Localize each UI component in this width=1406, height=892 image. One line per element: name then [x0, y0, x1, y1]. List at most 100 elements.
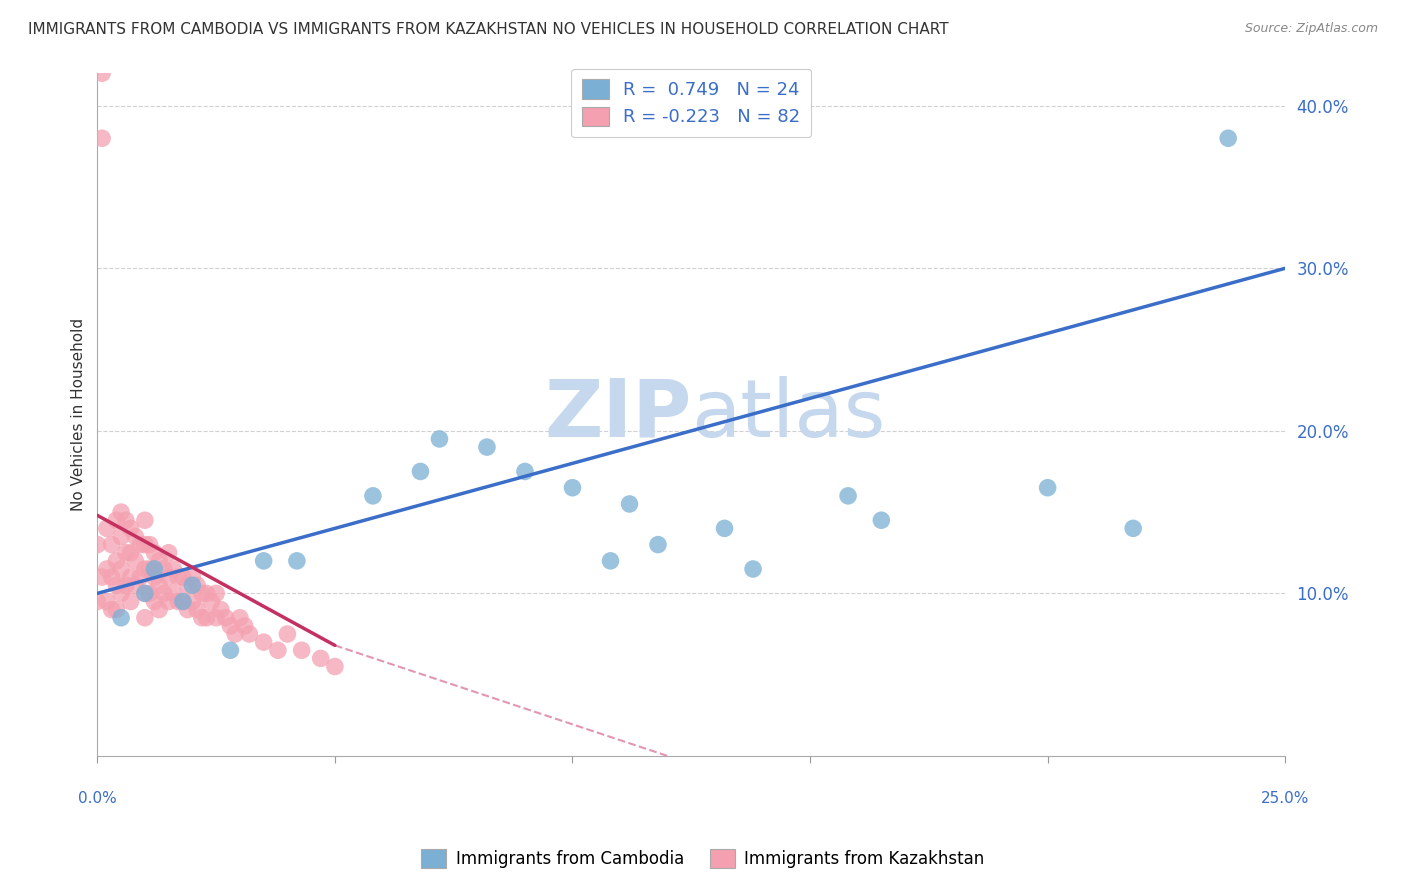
Point — [162, 562, 184, 576]
Point — [110, 505, 132, 519]
Legend: Immigrants from Cambodia, Immigrants from Kazakhstan: Immigrants from Cambodia, Immigrants fro… — [415, 843, 991, 875]
Point — [1036, 481, 1059, 495]
Point — [115, 578, 138, 592]
Point — [219, 643, 242, 657]
Point — [561, 481, 583, 495]
Point — [120, 546, 142, 560]
Point — [209, 602, 232, 616]
Text: Source: ZipAtlas.com: Source: ZipAtlas.com — [1244, 22, 1378, 36]
Point — [172, 594, 194, 608]
Point — [181, 578, 204, 592]
Y-axis label: No Vehicles in Household: No Vehicles in Household — [72, 318, 86, 511]
Point — [100, 570, 122, 584]
Point — [138, 538, 160, 552]
Point — [105, 602, 128, 616]
Point — [86, 594, 108, 608]
Point — [120, 594, 142, 608]
Point — [134, 513, 156, 527]
Point — [186, 602, 208, 616]
Text: 25.0%: 25.0% — [1261, 790, 1309, 805]
Point — [143, 570, 166, 584]
Point — [153, 562, 176, 576]
Point — [124, 554, 146, 568]
Point — [309, 651, 332, 665]
Point — [86, 538, 108, 552]
Point — [120, 521, 142, 535]
Point — [253, 635, 276, 649]
Point — [148, 554, 170, 568]
Point — [276, 627, 298, 641]
Point — [291, 643, 314, 657]
Point — [115, 513, 138, 527]
Point — [186, 578, 208, 592]
Point — [138, 586, 160, 600]
Point — [323, 659, 346, 673]
Point — [96, 521, 118, 535]
Point — [1122, 521, 1144, 535]
Point — [100, 602, 122, 616]
Point — [120, 570, 142, 584]
Point — [138, 562, 160, 576]
Point — [153, 586, 176, 600]
Point — [409, 465, 432, 479]
Point — [181, 570, 204, 584]
Point — [167, 570, 190, 584]
Text: 0.0%: 0.0% — [77, 790, 117, 805]
Point — [475, 440, 498, 454]
Point — [105, 554, 128, 568]
Point — [157, 594, 180, 608]
Point — [285, 554, 308, 568]
Point — [713, 521, 735, 535]
Point — [870, 513, 893, 527]
Point — [647, 538, 669, 552]
Point — [91, 66, 114, 80]
Point — [124, 578, 146, 592]
Point — [162, 586, 184, 600]
Point — [124, 529, 146, 543]
Point — [361, 489, 384, 503]
Point — [837, 489, 859, 503]
Point — [110, 562, 132, 576]
Text: atlas: atlas — [692, 376, 886, 453]
Point — [214, 611, 236, 625]
Legend: R =  0.749   N = 24, R = -0.223   N = 82: R = 0.749 N = 24, R = -0.223 N = 82 — [571, 69, 811, 137]
Point — [143, 594, 166, 608]
Point — [91, 570, 114, 584]
Point — [134, 586, 156, 600]
Point — [129, 538, 152, 552]
Point — [429, 432, 451, 446]
Point — [143, 562, 166, 576]
Point — [91, 131, 114, 145]
Point — [110, 611, 132, 625]
Point — [167, 594, 190, 608]
Text: ZIP: ZIP — [544, 376, 692, 453]
Point — [172, 570, 194, 584]
Point — [195, 611, 218, 625]
Point — [176, 578, 198, 592]
Point — [100, 538, 122, 552]
Point — [195, 586, 218, 600]
Point — [205, 611, 228, 625]
Point — [253, 554, 276, 568]
Point — [619, 497, 641, 511]
Point — [110, 529, 132, 543]
Point — [233, 619, 256, 633]
Point — [96, 594, 118, 608]
Text: IMMIGRANTS FROM CAMBODIA VS IMMIGRANTS FROM KAZAKHSTAN NO VEHICLES IN HOUSEHOLD : IMMIGRANTS FROM CAMBODIA VS IMMIGRANTS F… — [28, 22, 949, 37]
Point — [134, 562, 156, 576]
Point — [172, 594, 194, 608]
Point — [96, 562, 118, 576]
Point — [143, 546, 166, 560]
Point — [134, 586, 156, 600]
Point — [157, 546, 180, 560]
Point — [267, 643, 290, 657]
Point — [148, 602, 170, 616]
Point — [191, 611, 214, 625]
Point — [105, 578, 128, 592]
Point — [219, 619, 242, 633]
Point — [229, 611, 252, 625]
Point — [238, 627, 260, 641]
Point — [224, 627, 246, 641]
Point — [191, 586, 214, 600]
Point — [134, 611, 156, 625]
